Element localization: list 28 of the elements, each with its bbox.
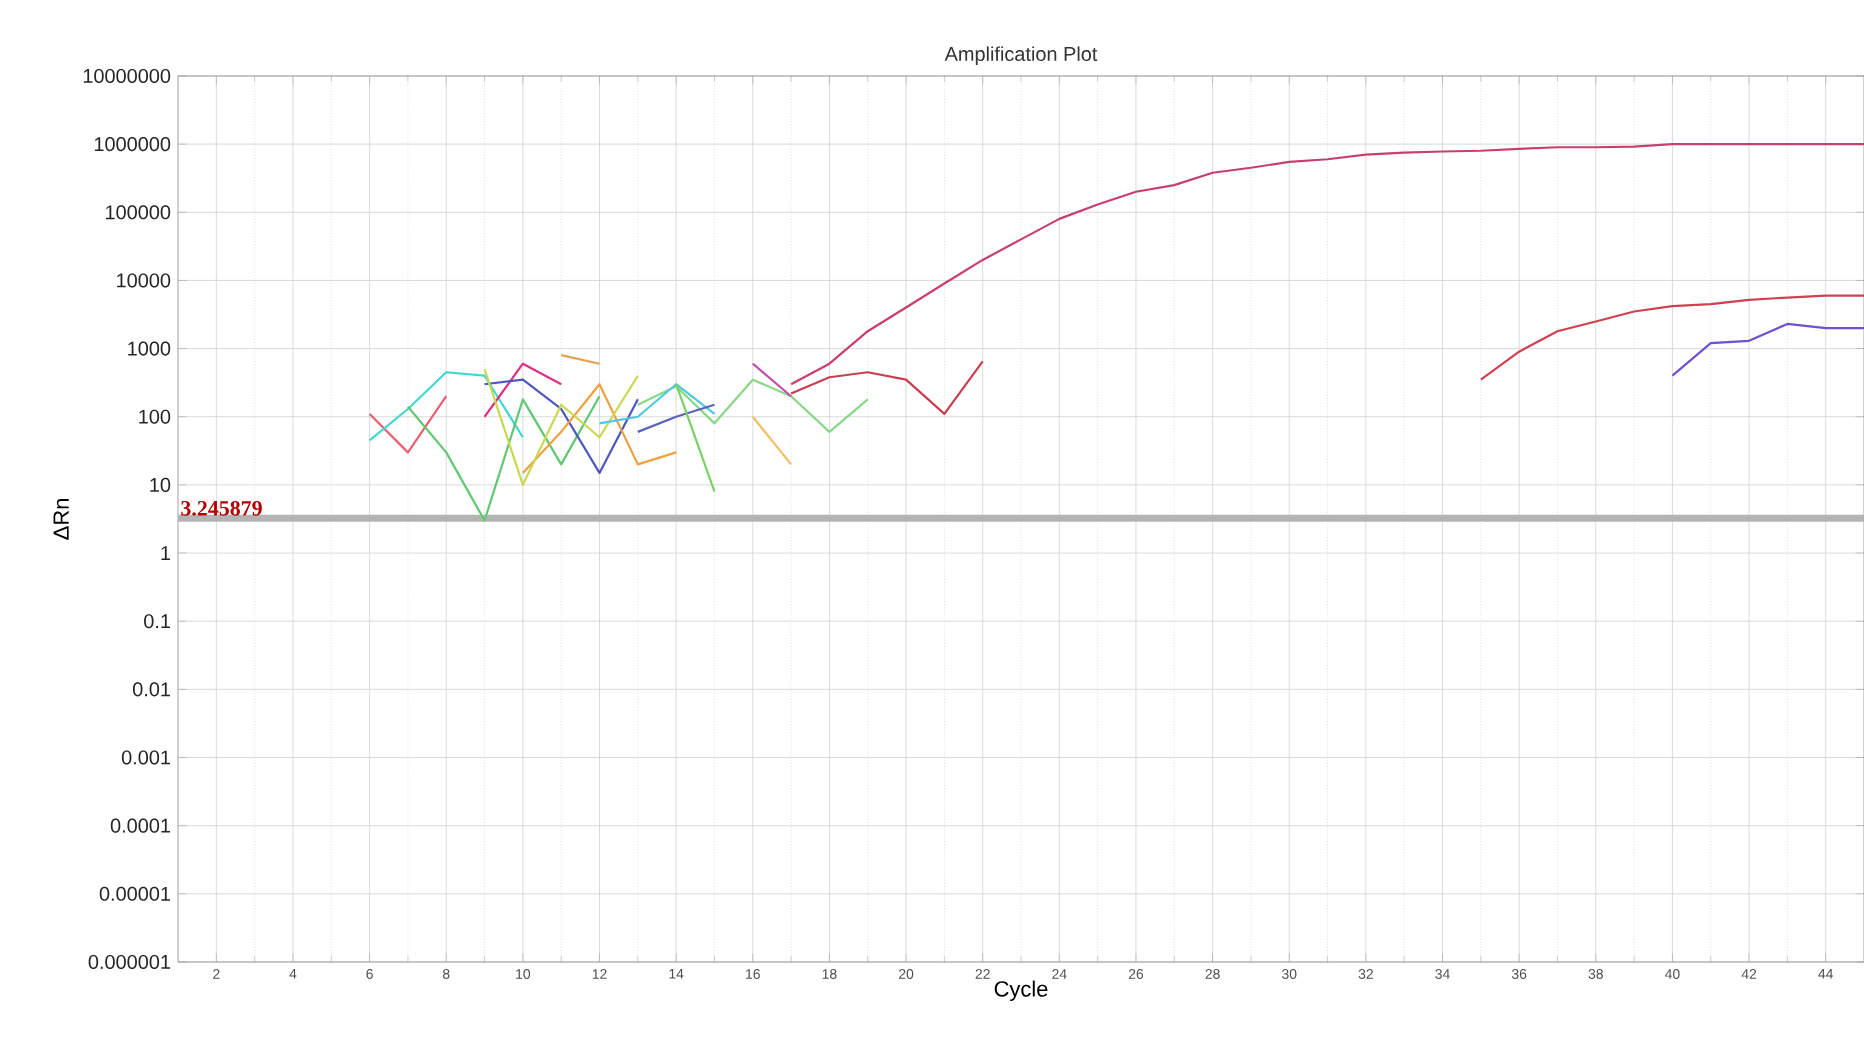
line-series <box>1671 322 1864 377</box>
y-tick-label: 0.0001 <box>110 818 171 833</box>
y-tick-label: 0.01 <box>132 682 171 697</box>
line-series <box>1479 294 1864 381</box>
line-series <box>598 383 716 425</box>
y-tick-label: 10000 <box>117 273 171 288</box>
y-tick-label: 0.000001 <box>88 954 170 970</box>
y-tick-label: 100 <box>139 409 171 424</box>
y-axis-title: ΔRn <box>53 499 69 540</box>
line-series <box>521 383 678 474</box>
y-tick-label: 100000 <box>106 205 171 220</box>
y-tick-label: 10 <box>150 477 171 492</box>
line-series <box>483 368 639 486</box>
chart-title: Amplification Plot <box>944 46 1098 65</box>
line-series <box>368 371 524 442</box>
y-tick-label: 1000 <box>128 341 171 356</box>
line-series <box>406 395 601 522</box>
y-tick-label: 0.001 <box>121 750 171 765</box>
line-series <box>790 360 984 416</box>
y-tick-label: 1 <box>161 546 171 560</box>
line-series <box>636 378 869 433</box>
x-axis-title: Cycle <box>994 980 1048 1001</box>
ref-line-label: 3.245879 <box>181 500 262 516</box>
y-tick-label: 0.1 <box>144 614 171 629</box>
y-tick-label: 10000000 <box>83 68 171 84</box>
line-series <box>483 378 639 474</box>
y-tick-label: 0.00001 <box>99 886 171 901</box>
y-tick-label: 1000000 <box>94 137 171 152</box>
